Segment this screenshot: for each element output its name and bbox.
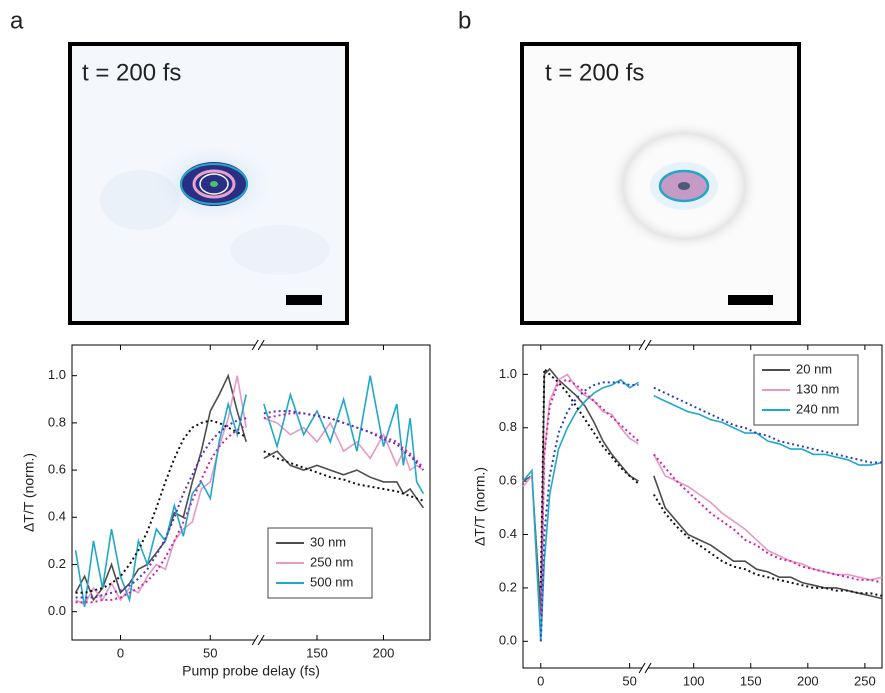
image-text: t = 200 fs xyxy=(545,59,644,86)
axis-break-gap xyxy=(255,637,262,643)
axis-break-mark xyxy=(644,662,652,674)
legend-label: 500 nm xyxy=(310,574,353,589)
axis-break-mark xyxy=(638,339,646,351)
fit-line xyxy=(75,424,247,604)
y-tick-label: 1.0 xyxy=(499,366,517,381)
image-b: t = 200 fs xyxy=(520,42,801,325)
y-tick-label: 0.0 xyxy=(48,603,66,618)
y-axis-label: ΔT/T (norm.) xyxy=(472,467,488,546)
x-tick-label: 50 xyxy=(203,645,217,660)
x-tick-label: 200 xyxy=(797,673,819,688)
fit-line xyxy=(263,410,425,471)
data-line xyxy=(263,375,425,495)
data-line xyxy=(263,450,425,509)
legend-label: 20 nm xyxy=(796,361,832,376)
fit-line xyxy=(263,450,424,502)
y-axis-label: ΔT/T (norm.) xyxy=(21,453,37,532)
x-tick-label: 200 xyxy=(373,645,395,660)
y-tick-label: 0.0 xyxy=(499,633,517,648)
legend-label: 250 nm xyxy=(310,554,353,569)
data-line xyxy=(263,417,424,472)
fit-line xyxy=(652,493,883,597)
x-tick-label: 0 xyxy=(537,673,544,688)
y-tick-label: 0.6 xyxy=(499,473,517,488)
x-tick-label: 150 xyxy=(740,673,762,688)
y-tick-label: 0.4 xyxy=(499,526,517,541)
y-tick-label: 1.0 xyxy=(48,367,66,382)
panel-label: a xyxy=(10,7,24,34)
x-tick-label: 100 xyxy=(683,673,705,688)
y-tick-label: 0.2 xyxy=(499,579,517,594)
panel-label: b xyxy=(458,7,471,34)
data-line xyxy=(74,394,247,608)
axis-break-gap xyxy=(642,665,649,671)
plot-frame xyxy=(71,344,431,641)
legend-label: 130 nm xyxy=(796,381,839,396)
axis-break-mark xyxy=(257,634,265,646)
axis-break-mark xyxy=(638,662,646,674)
axis-break-gap xyxy=(255,342,262,348)
legend-label: 30 nm xyxy=(310,534,346,549)
axis-break-gap xyxy=(642,342,649,348)
x-tick-label: 50 xyxy=(622,673,636,688)
axis-break-mark xyxy=(251,339,259,351)
y-tick-label: 0.8 xyxy=(48,414,66,429)
legend-label: 240 nm xyxy=(796,401,839,416)
x-tick-label: 150 xyxy=(306,645,328,660)
data-line xyxy=(653,454,883,581)
fit-line xyxy=(75,419,247,594)
data-line xyxy=(653,394,883,466)
fit-line xyxy=(539,366,640,588)
y-tick-label: 0.6 xyxy=(48,462,66,477)
fit-line xyxy=(539,381,639,642)
fit-line xyxy=(539,378,640,615)
axis-break-mark xyxy=(257,339,265,351)
axis-break-mark xyxy=(644,339,652,351)
fit-line xyxy=(653,386,882,464)
x-axis-label: Pump probe delay (fs) xyxy=(182,663,320,679)
x-tick-label: 250 xyxy=(854,673,876,688)
image-text: t = 200 fs xyxy=(82,59,181,86)
y-tick-label: 0.2 xyxy=(48,556,66,571)
axis-break-mark xyxy=(251,634,259,646)
y-tick-label: 0.8 xyxy=(499,419,517,434)
plot-frame xyxy=(522,344,883,669)
x-tick-label: 0 xyxy=(117,645,124,660)
fit-line xyxy=(653,453,883,584)
y-tick-label: 0.4 xyxy=(48,509,66,524)
data-line xyxy=(653,475,883,600)
data-line xyxy=(75,375,247,606)
fit-line xyxy=(75,417,247,599)
image-a: t = 200 fs xyxy=(68,42,349,325)
